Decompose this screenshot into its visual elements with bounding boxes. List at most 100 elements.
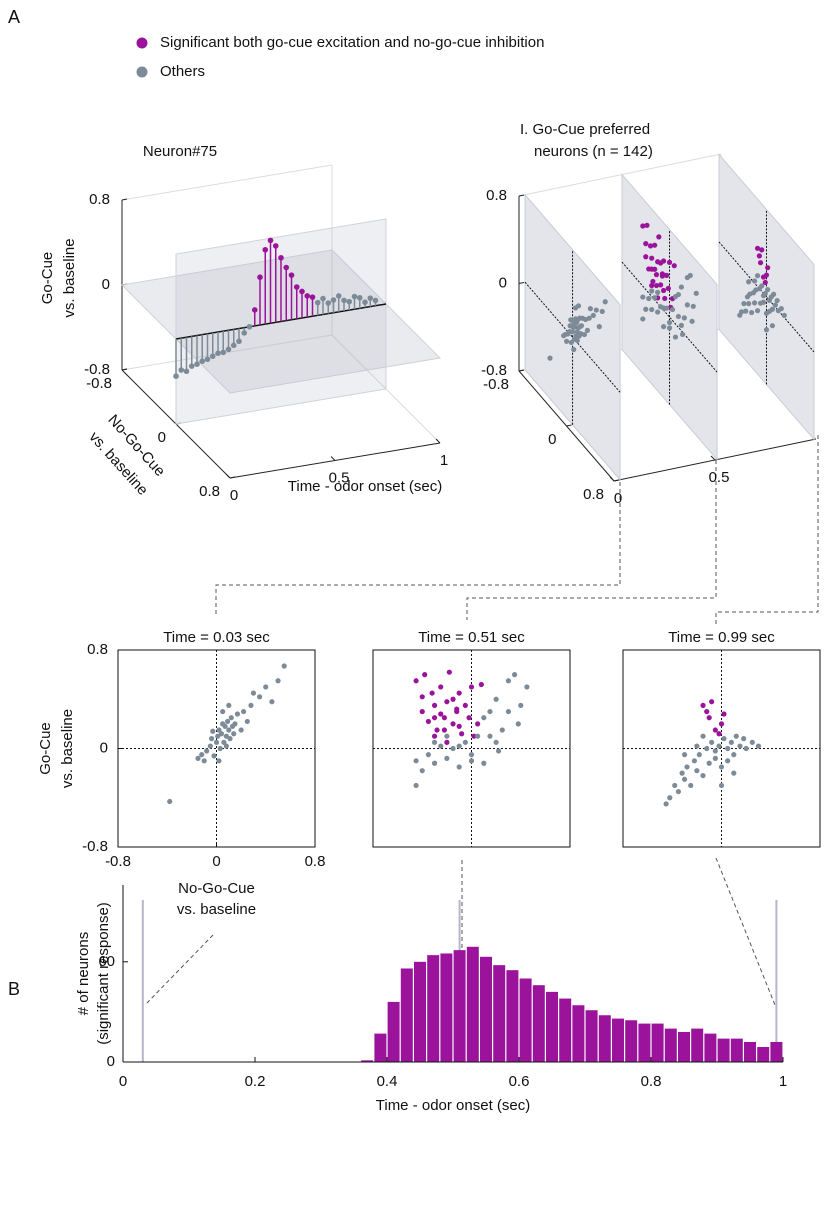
- y-tick: [229, 476, 236, 479]
- point: [487, 733, 493, 739]
- point: [756, 253, 762, 259]
- point: [649, 266, 655, 272]
- point: [244, 718, 250, 725]
- point: [684, 302, 690, 308]
- point: [450, 745, 456, 752]
- point: [471, 733, 477, 739]
- z-tick-label: -0.8: [481, 362, 507, 379]
- point: [413, 782, 419, 789]
- y-tick-label: 0: [107, 1053, 115, 1070]
- point: [684, 764, 690, 770]
- stem-point: [272, 243, 279, 249]
- point: [721, 711, 727, 717]
- point: [481, 760, 487, 766]
- point: [438, 743, 444, 749]
- bar: [546, 991, 558, 1062]
- point: [232, 721, 238, 727]
- point: [587, 306, 593, 312]
- point: [700, 702, 706, 709]
- point: [204, 748, 210, 754]
- point: [475, 721, 481, 727]
- bar: [770, 1041, 783, 1062]
- bar: [493, 965, 506, 1062]
- point: [413, 758, 419, 764]
- box-edge: [121, 164, 333, 201]
- point: [669, 306, 676, 313]
- point: [759, 247, 765, 253]
- point: [687, 272, 693, 279]
- stem-point: [346, 298, 353, 305]
- chart-title: Time = 0.51 sec: [418, 629, 525, 646]
- point: [731, 770, 737, 776]
- point: [663, 801, 669, 807]
- point: [466, 715, 472, 721]
- stem-point: [314, 299, 321, 306]
- point: [419, 768, 425, 774]
- box-edge: [518, 153, 722, 197]
- point: [431, 702, 438, 709]
- point: [752, 300, 758, 306]
- stem-point: [215, 350, 221, 357]
- point: [760, 299, 767, 305]
- point: [419, 694, 425, 700]
- point: [575, 303, 582, 309]
- point: [652, 295, 658, 301]
- point: [459, 731, 465, 737]
- chart-title: Time = 0.03 sec: [163, 629, 270, 646]
- point: [524, 684, 530, 690]
- point: [431, 733, 438, 739]
- point: [678, 322, 684, 328]
- point: [468, 752, 475, 758]
- point: [725, 745, 731, 752]
- point: [593, 307, 599, 313]
- bar: [387, 1001, 400, 1062]
- bar: [664, 1028, 677, 1062]
- z-axis-label: vs. baseline: [61, 238, 78, 317]
- point: [681, 315, 687, 321]
- point: [547, 355, 553, 361]
- point: [712, 748, 718, 754]
- z-axis-label: Go-Cue: [39, 252, 56, 305]
- y-axis-label: (significant response): [95, 902, 112, 1045]
- point: [231, 731, 237, 737]
- x-tick-label: 0.8: [641, 1073, 662, 1090]
- bar: [480, 956, 492, 1062]
- point: [431, 715, 438, 721]
- stem-point: [220, 349, 227, 356]
- point: [679, 331, 686, 337]
- bar: [598, 1015, 611, 1062]
- point: [643, 254, 649, 260]
- point: [643, 306, 649, 312]
- bar: [612, 1018, 624, 1062]
- point: [248, 702, 254, 709]
- y-tick: [566, 424, 572, 427]
- point: [781, 312, 787, 318]
- stem-point: [251, 307, 258, 313]
- bar: [519, 978, 532, 1062]
- stem-point: [330, 297, 337, 303]
- point: [462, 739, 468, 745]
- point: [223, 743, 229, 749]
- x-tick-label: -0.8: [105, 853, 131, 870]
- z-tick-label: 0: [499, 274, 507, 291]
- point: [505, 678, 512, 684]
- y-tick: [518, 369, 525, 372]
- stem-point: [341, 297, 347, 304]
- point: [419, 708, 425, 715]
- point: [763, 272, 770, 278]
- point: [663, 272, 670, 278]
- panel-label: A: [8, 7, 20, 27]
- point: [738, 309, 745, 315]
- point: [456, 690, 462, 696]
- point: [649, 306, 655, 313]
- point: [218, 731, 225, 737]
- point: [678, 284, 684, 290]
- point: [772, 302, 778, 308]
- y-axis-label: vs. baseline: [59, 709, 76, 788]
- point: [250, 690, 257, 696]
- stem-point: [262, 246, 269, 253]
- point: [571, 346, 577, 353]
- point: [211, 753, 217, 759]
- point: [665, 285, 671, 291]
